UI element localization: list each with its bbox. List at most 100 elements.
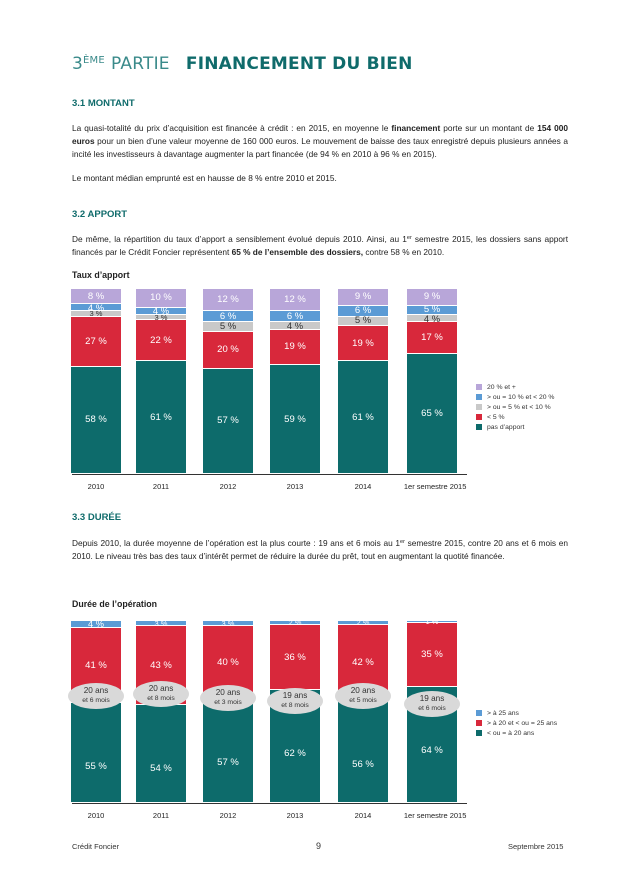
x-tick-label: 2010: [87, 811, 105, 820]
duration-months: et 3 mois: [214, 699, 242, 706]
data-label: 1 %: [425, 617, 439, 627]
paragraph-apport: De même, la répartition du taux d’apport…: [72, 234, 569, 257]
legend-swatch: [476, 384, 482, 390]
data-label: 2 %: [288, 618, 302, 628]
bar-segment: [136, 320, 186, 361]
part-number-suffix: ÈME: [83, 55, 105, 66]
data-label: 3 %: [154, 312, 168, 322]
bar-segment: [203, 322, 253, 331]
legend-swatch: [476, 720, 482, 726]
bar-segment: [136, 314, 186, 320]
chart-title-duree: Durée de l’opération: [72, 599, 158, 609]
duration-years: 19 ans: [419, 694, 445, 703]
data-label: 12 %: [284, 294, 306, 306]
bar-segment: [136, 307, 186, 314]
data-label: 22 %: [150, 334, 172, 346]
legend-apport: 20 % et + > ou = 10 % et < 20 % > ou = 5 %…: [476, 382, 554, 432]
bar-segment: [71, 289, 121, 303]
data-label: 5 %: [219, 321, 237, 333]
x-tick-label: 2011: [152, 482, 170, 491]
paragraph-montant-2: Le montant médian emprunté est en hausse…: [72, 173, 337, 183]
data-label: 56 %: [352, 759, 374, 771]
paragraph-duree: Depuis 2010, la durée moyenne de l’opéra…: [72, 538, 569, 561]
bar-segment: [338, 289, 388, 305]
data-label: 62 %: [284, 748, 306, 760]
data-label: 10 %: [150, 292, 172, 304]
data-label: 2 %: [356, 618, 370, 628]
bar-segment: [71, 311, 121, 316]
data-label: 4 %: [88, 618, 104, 629]
data-label: 6 %: [286, 310, 304, 322]
duration-oval: 19 ans et 6 mois: [404, 691, 460, 717]
bar-segment: [136, 704, 186, 802]
bar-segment: [270, 624, 320, 690]
data-label: 61 %: [150, 411, 172, 423]
bar-segment: [71, 303, 121, 311]
bar-segment: [270, 364, 320, 473]
bar-segment: [71, 366, 121, 473]
section-title-apport: 3.2 APPORT: [72, 209, 128, 220]
data-label: 17 %: [421, 332, 443, 344]
data-label: 43 %: [150, 659, 172, 671]
data-label: 6 %: [354, 305, 372, 317]
bar-segment: [270, 322, 320, 329]
data-label: 64 %: [421, 744, 443, 756]
data-label: 57 %: [217, 415, 239, 427]
duration-months: et 5 mois: [349, 697, 377, 704]
bar-segment: [71, 316, 121, 366]
part-number: 3: [72, 54, 84, 74]
duration-months: et 8 mois: [147, 695, 175, 702]
data-label: 57 %: [217, 757, 239, 769]
legend-label: < ou = à 20 ans: [487, 729, 535, 737]
bar-segment: [71, 702, 121, 802]
data-label: 36 %: [284, 651, 306, 663]
duration-years: 20 ans: [83, 686, 109, 695]
duration-years: 19 ans: [282, 691, 308, 700]
chart-taux-apport: 58 % 27 % 3 % 4 % 8 % 2010 61 % 22 % 3 % 4 % 10 % 2…: [71, 288, 467, 491]
data-label: 19 %: [284, 341, 306, 353]
data-label: 42 %: [352, 656, 374, 668]
x-tick-label: 2010: [87, 482, 105, 491]
duration-oval: 20 ans et 3 mois: [200, 685, 256, 711]
section-title-duree: 3.3 DURÉE: [72, 512, 122, 523]
bar-segment: [407, 621, 457, 622]
duration-months: et 8 mois: [281, 702, 309, 709]
x-tick-label: 2012: [219, 811, 237, 820]
data-label: 3 %: [89, 309, 103, 319]
bar-segment: [203, 311, 253, 322]
data-label: 3 %: [221, 619, 235, 629]
bar-segment: [338, 621, 388, 624]
legend-swatch: [476, 710, 482, 716]
bar-segment: [407, 622, 457, 686]
legend-item: pas d’apport: [476, 422, 554, 432]
section-title-montant: 3.1 MONTANT: [72, 98, 135, 109]
legend-label: pas d’apport: [487, 423, 525, 431]
bar-segment: [270, 621, 320, 624]
data-label: 4 %: [152, 305, 170, 317]
duration-years: 20 ans: [350, 686, 376, 695]
legend-label: > ou = 10 % et < 20 %: [487, 393, 555, 401]
data-label: 5 %: [354, 315, 372, 327]
bar-segment: [407, 353, 457, 473]
data-label: 41 %: [85, 659, 107, 671]
legend-swatch: [476, 730, 482, 736]
legend-label: > à 20 et < ou = 25 ans: [487, 719, 558, 727]
duration-oval: 20 ans et 6 mois: [68, 683, 124, 709]
bar-segment: [407, 305, 457, 314]
data-label: 4 %: [423, 312, 441, 324]
bar-segment: [407, 322, 457, 353]
legend-item: 20 % et +: [476, 382, 554, 392]
data-label: 9 %: [423, 291, 441, 303]
data-label: 58 %: [85, 414, 107, 426]
x-tick-label: 2014: [354, 482, 372, 491]
bar-segment: [203, 621, 253, 626]
part-title: FINANCEMENT DU BIEN: [185, 54, 413, 74]
data-label: 35 %: [421, 648, 443, 660]
page-title: 3ÈME PARTIE FINANCEMENT DU BIEN: [72, 54, 413, 74]
bar-segment: [338, 361, 388, 473]
bar-segment: [203, 289, 253, 311]
x-tick-label: 2011: [152, 811, 170, 820]
data-label: 12 %: [217, 294, 239, 306]
x-tick-label: 2013: [286, 482, 304, 491]
duration-oval: 20 ans et 5 mois: [335, 683, 391, 709]
